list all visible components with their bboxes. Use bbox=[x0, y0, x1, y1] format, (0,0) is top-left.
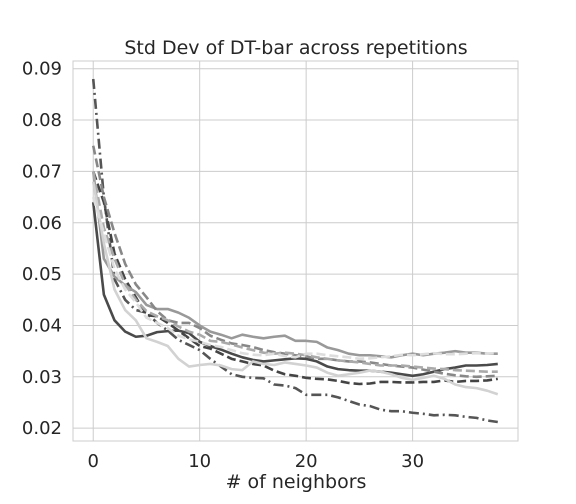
y-tick-label: 0.04 bbox=[22, 315, 62, 336]
series-line-5 bbox=[91, 145, 498, 379]
y-tick-label: 0.03 bbox=[22, 367, 62, 388]
chart-title: Std Dev of DT-bar across repetitions bbox=[124, 37, 467, 59]
x-tick-label: 0 bbox=[88, 451, 99, 472]
y-tick-label: 0.05 bbox=[22, 264, 62, 285]
series-line-3 bbox=[92, 170, 498, 386]
x-tick-label: 10 bbox=[188, 451, 211, 472]
y-tick-labels: 0.02 0.03 0.04 0.05 0.06 0.07 0.08 0.09 bbox=[22, 59, 62, 439]
x-axis-title: # of neighbors bbox=[226, 471, 367, 493]
y-tick-label: 0.06 bbox=[22, 213, 62, 234]
y-tick-label: 0.02 bbox=[22, 418, 62, 439]
series-line-4 bbox=[91, 171, 498, 359]
series-lines bbox=[91, 78, 499, 424]
series-line-6 bbox=[91, 171, 498, 373]
series-line-8 bbox=[91, 196, 498, 361]
grid-lines bbox=[73, 61, 518, 441]
y-tick-label: 0.09 bbox=[22, 59, 62, 80]
y-tick-label: 0.08 bbox=[22, 110, 62, 131]
x-tick-label: 30 bbox=[401, 451, 424, 472]
x-tick-label: 20 bbox=[295, 451, 318, 472]
x-tick-labels: 0 10 20 30 bbox=[88, 451, 425, 472]
y-tick-label: 0.07 bbox=[22, 161, 62, 182]
plot-frame bbox=[72, 60, 519, 442]
series-line-7 bbox=[91, 181, 499, 396]
